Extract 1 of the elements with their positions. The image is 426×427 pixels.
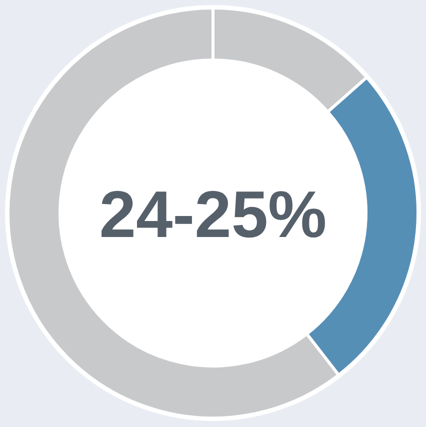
text: 24-25% xyxy=(99,177,327,251)
